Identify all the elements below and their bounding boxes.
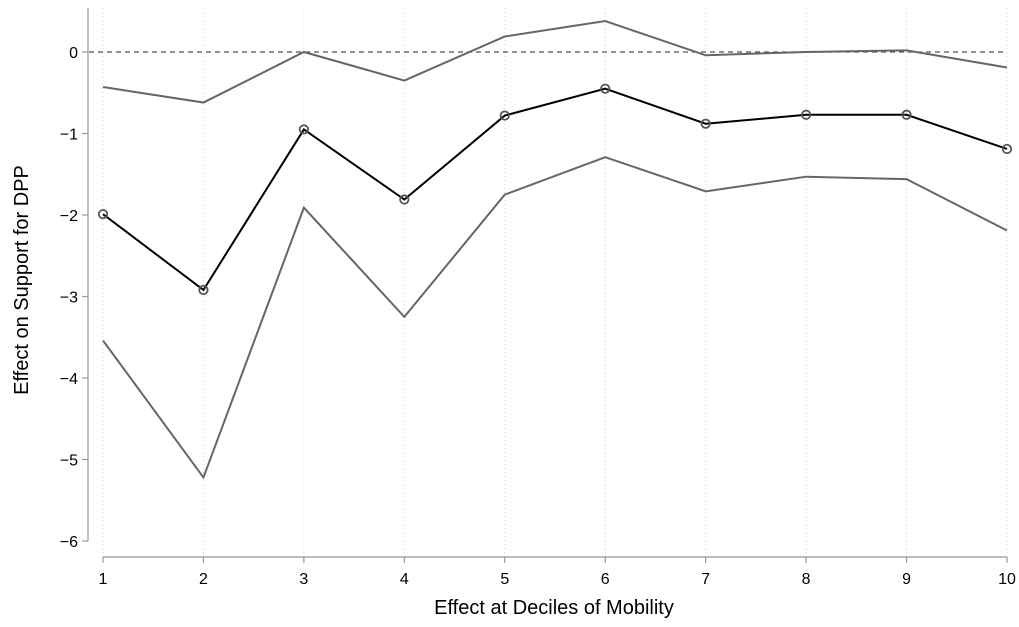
x-tick-labels: 1 2 3 4 5 6 7 8 9 10 <box>99 571 1016 588</box>
estimate-point-1 <box>97 209 109 220</box>
y-tick-label: −4 <box>60 371 78 388</box>
y-tick-labels: 0 −1 −2 −3 −4 −5 −6 <box>60 45 78 551</box>
y-tick-label: −6 <box>60 534 78 551</box>
x-tick-label: 8 <box>802 571 811 588</box>
y-tick-label: −3 <box>60 290 78 307</box>
x-tick-label: 6 <box>601 571 610 588</box>
y-tick-label: −1 <box>60 127 78 144</box>
estimate-point-6 <box>600 83 611 94</box>
estimate-markers <box>97 83 1013 296</box>
x-tick-label: 5 <box>500 571 509 588</box>
x-axis-label: Effect at Deciles of Mobility <box>434 597 674 619</box>
y-tick-label: −2 <box>60 208 78 225</box>
y-tick-label: 0 <box>69 45 78 62</box>
x-tick-label: 9 <box>902 571 911 588</box>
x-tick-label: 2 <box>199 571 208 588</box>
y-axis-label: Effect on Support for DPP <box>11 165 33 395</box>
axes <box>82 8 1008 563</box>
estimate-point-7 <box>700 118 711 129</box>
x-tick-label: 7 <box>701 571 710 588</box>
estimate-line <box>102 87 1008 292</box>
estimate-point-4 <box>399 194 410 205</box>
estimate-point-5 <box>499 110 510 121</box>
x-tick-label: 1 <box>99 571 108 588</box>
estimate-point-8 <box>801 109 812 120</box>
vertical-gridlines <box>102 8 1008 557</box>
series-lines <box>102 20 1008 480</box>
estimate-point-2 <box>198 284 209 296</box>
estimate-point-9 <box>901 109 912 120</box>
lower-line <box>102 156 1008 480</box>
x-tick-label: 4 <box>400 571 409 588</box>
estimate-point-3 <box>298 124 309 135</box>
upper-line <box>102 20 1008 104</box>
x-tick-label: 3 <box>299 571 308 588</box>
y-tick-label: −5 <box>60 453 78 470</box>
estimate-point-10 <box>1001 143 1013 155</box>
x-tick-label: 10 <box>998 571 1016 588</box>
